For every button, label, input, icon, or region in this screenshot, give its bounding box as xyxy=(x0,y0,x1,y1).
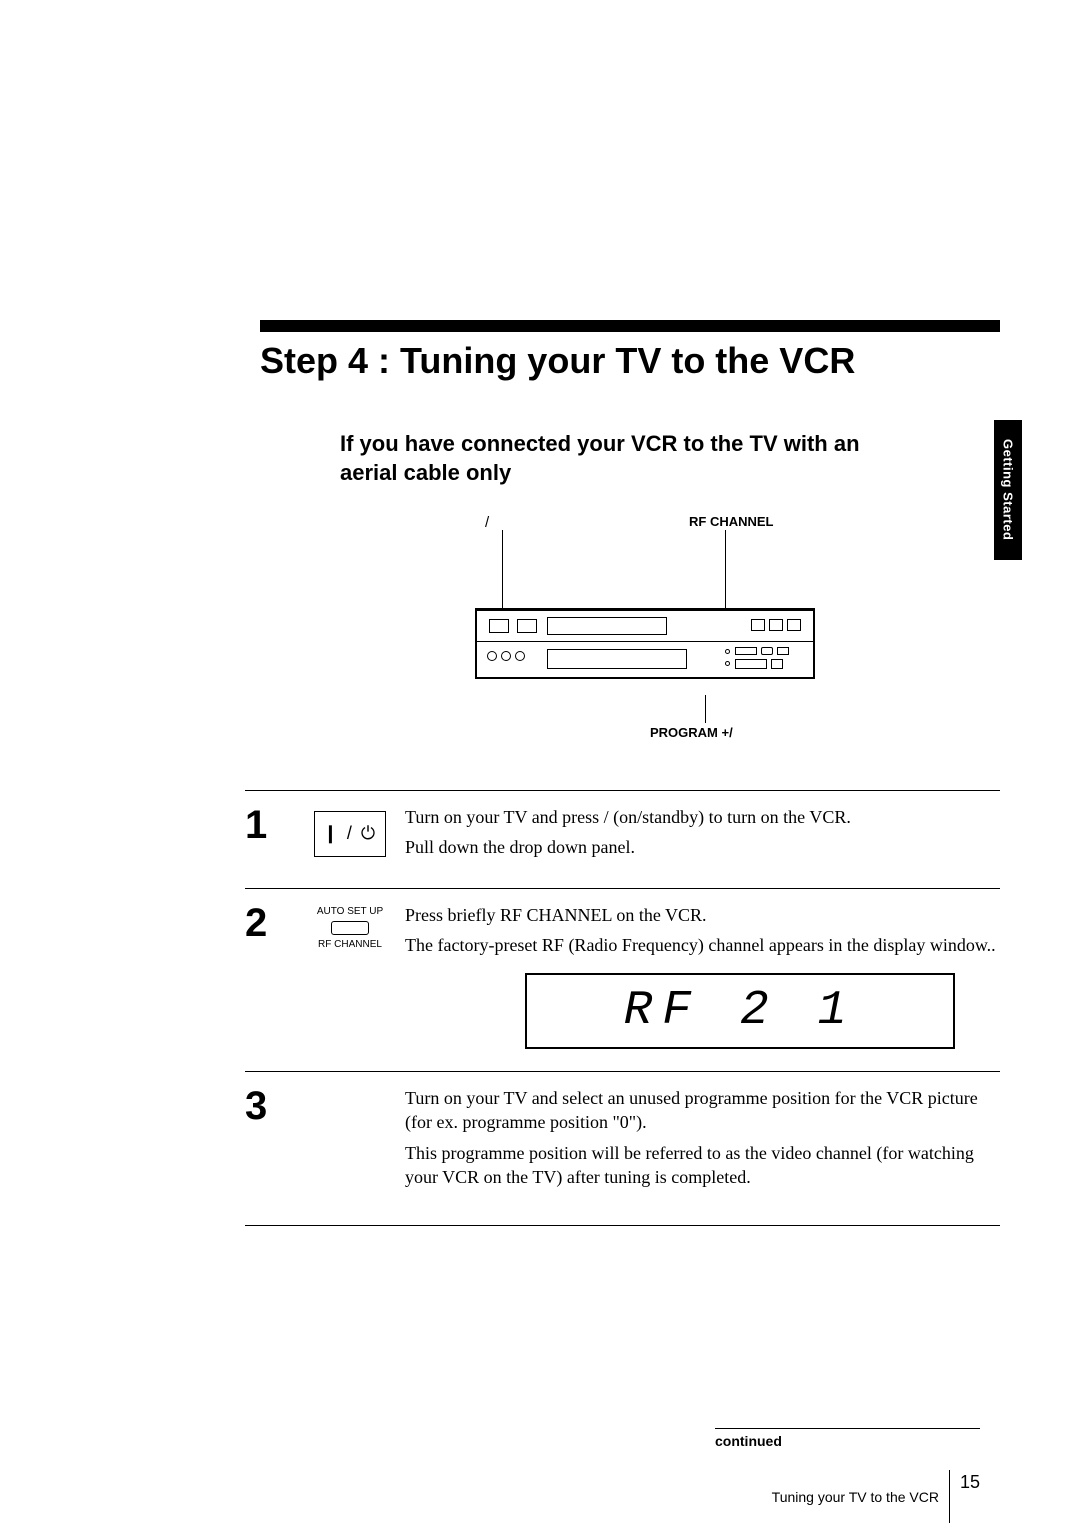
step-text: Turn on your TV and select an unused pro… xyxy=(405,1086,1000,1195)
step-line: Turn on your TV and press / (on/standby)… xyxy=(405,805,1000,829)
title-rule xyxy=(260,320,1000,332)
page-subtitle: If you have connected your VCR to the TV… xyxy=(340,430,870,487)
manual-page: Step 4 : Tuning your TV to the VCR If yo… xyxy=(0,0,1080,1528)
step-3: 3 Turn on your TV and select an unused p… xyxy=(245,1071,1000,1226)
leader-line xyxy=(502,530,503,610)
power-button-icon: ❙ / ⏻ xyxy=(314,811,386,857)
step-line: The factory-preset RF (Radio Frequency) … xyxy=(405,933,1000,957)
step-text: Press briefly RF CHANNEL on the VCR. The… xyxy=(405,903,1000,1050)
rf-display: RF 2 1 xyxy=(525,973,955,1049)
leader-line xyxy=(705,695,706,723)
step-text: Turn on your TV and press / (on/standby)… xyxy=(405,805,1000,866)
step-icon-column xyxy=(295,1086,405,1088)
vcr-illustration xyxy=(475,608,815,679)
diagram-label-rf: RF CHANNEL xyxy=(689,514,774,529)
step-line: Turn on your TV and select an unused pro… xyxy=(405,1086,1000,1135)
page-number: 15 xyxy=(949,1470,980,1523)
step-line: Press briefly RF CHANNEL on the VCR. xyxy=(405,903,1000,927)
footer-title: Tuning your TV to the VCR xyxy=(772,1489,939,1505)
step-icon-column: AUTO SET UP RF CHANNEL xyxy=(295,903,405,951)
diagram-label-program: PROGRAM +/ xyxy=(650,725,733,740)
vcr-diagram: / RF CHANNEL PROGRAM +/ xyxy=(475,510,815,740)
step-icon-column: ❙ / ⏻ xyxy=(295,805,405,857)
continued-indicator: continued xyxy=(715,1428,980,1449)
section-tab: Getting Started xyxy=(994,420,1022,560)
steps-list: 1 ❙ / ⏻ Turn on your TV and press / (on/… xyxy=(245,790,1000,1226)
step-number: 3 xyxy=(245,1086,295,1126)
rf-channel-button-icon xyxy=(331,921,369,935)
icon-label-bottom: RF CHANNEL xyxy=(295,938,405,951)
step-2: 2 AUTO SET UP RF CHANNEL Press briefly R… xyxy=(245,888,1000,1072)
step-number: 2 xyxy=(245,903,295,943)
page-title: Step 4 : Tuning your TV to the VCR xyxy=(260,340,855,382)
page-footer: Tuning your TV to the VCR 15 xyxy=(772,1470,980,1523)
step-number: 1 xyxy=(245,805,295,845)
step-1: 1 ❙ / ⏻ Turn on your TV and press / (on/… xyxy=(245,790,1000,888)
step-line: Pull down the drop down panel. xyxy=(405,835,1000,859)
icon-label-top: AUTO SET UP xyxy=(295,905,405,918)
rf-display-value: RF 2 1 xyxy=(624,979,857,1044)
diagram-label-power: / xyxy=(485,514,489,531)
step-line: This programme position will be referred… xyxy=(405,1141,1000,1190)
